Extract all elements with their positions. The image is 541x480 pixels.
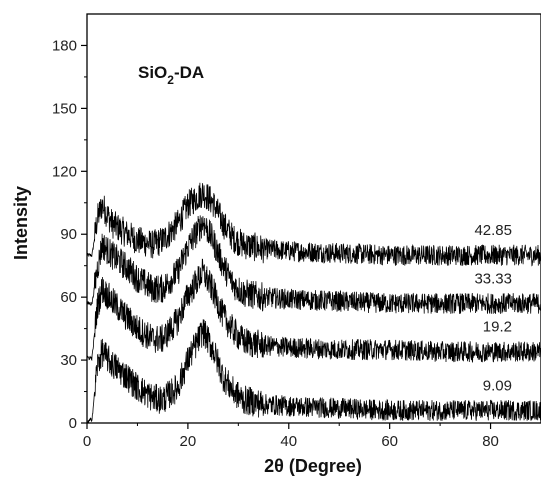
y-tick-label: 150 [52, 100, 77, 117]
x-axis: 0 20 40 60 80 [83, 423, 499, 450]
y-axis-title: Intensity [11, 186, 31, 260]
series-label: 19.2 [483, 319, 512, 336]
y-tick-label: 180 [52, 37, 77, 54]
chart-annotation: SiO2-DA [138, 63, 204, 87]
y-tick-label: 30 [60, 352, 77, 369]
y-tick-label: 60 [60, 289, 77, 306]
annotation-main: SiO [138, 63, 167, 82]
annotation-subscript: 2 [167, 73, 174, 87]
annotation-suffix: -DA [174, 63, 204, 82]
series-line-42-85 [86, 182, 541, 267]
x-tick-label: 60 [381, 433, 398, 450]
series-layer [86, 182, 541, 424]
series-label: 42.85 [474, 222, 512, 239]
series-label: 9.09 [483, 377, 512, 394]
y-axis: 0 30 60 90 120 150 180 [52, 37, 87, 432]
series-line-9-09 [86, 319, 541, 424]
x-axis-title: 2θ (Degree) [264, 456, 362, 476]
series-labels: 42.85 33.33 19.2 9.09 [474, 222, 512, 394]
x-tick-label: 40 [280, 433, 297, 450]
series-label: 33.33 [474, 270, 512, 287]
x-tick-label: 80 [482, 433, 499, 450]
series-line-19-2 [86, 258, 541, 364]
plot-area: 42.85 33.33 19.2 9.09 [86, 13, 541, 424]
plot-frame [86, 13, 541, 424]
x-tick-label: 20 [180, 433, 197, 450]
x-tick-label: 0 [83, 433, 91, 450]
y-tick-label: 0 [69, 415, 77, 432]
y-tick-label: 120 [52, 163, 77, 180]
y-tick-label: 90 [60, 226, 77, 243]
series-line-33-33 [86, 215, 541, 314]
